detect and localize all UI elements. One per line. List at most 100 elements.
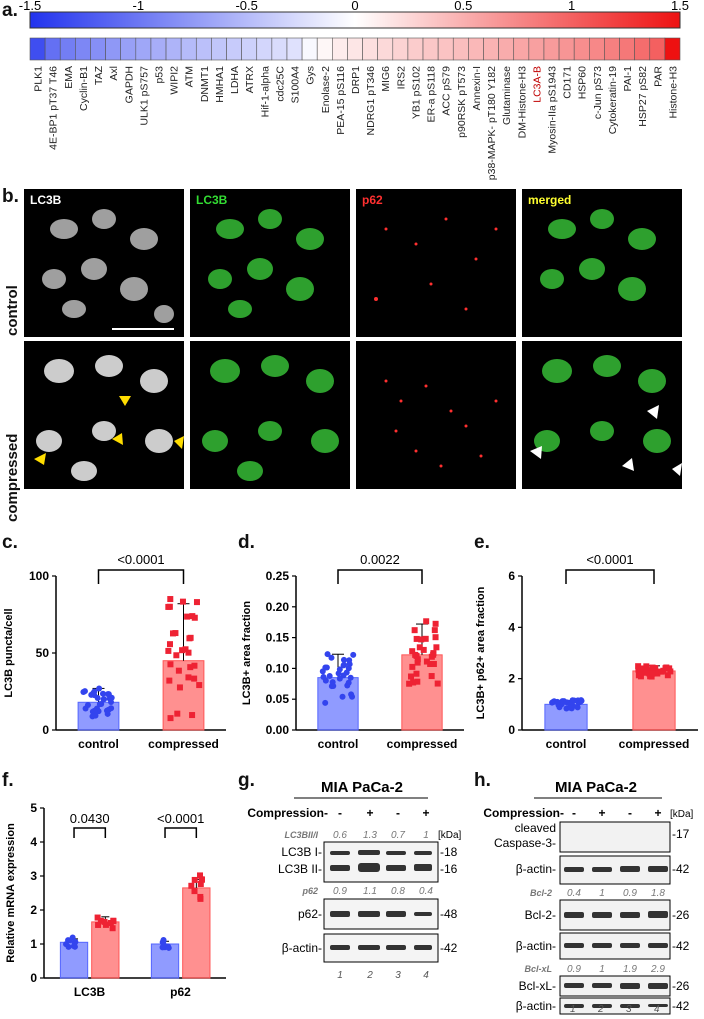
bar bbox=[401, 654, 443, 731]
heatmap-protein-label: DNMT1 bbox=[199, 66, 211, 102]
lane-number: 1 bbox=[337, 970, 343, 981]
heatmap-protein-label: HSP60 bbox=[577, 66, 589, 99]
x-tick-label: control bbox=[546, 737, 587, 751]
cells-image bbox=[208, 209, 324, 318]
compression-label: Compression- bbox=[247, 806, 328, 820]
panel-label-c: c. bbox=[2, 532, 18, 553]
heatmap-cell bbox=[286, 37, 303, 61]
heatmap-protein-label: 4E-BP1 pT37 T46 bbox=[48, 66, 60, 150]
data-point bbox=[416, 644, 423, 651]
data-point bbox=[350, 651, 357, 658]
heatmap-protein-label: MIG6 bbox=[380, 66, 392, 92]
ratio-value: 0.7 bbox=[391, 830, 405, 841]
data-point bbox=[94, 914, 101, 921]
data-point bbox=[105, 691, 112, 698]
heatmap-protein-label: Annexin-I bbox=[471, 66, 483, 110]
ratio-value: 2.9 bbox=[650, 964, 665, 975]
heatmap-protein-label: LC3A-B bbox=[531, 66, 543, 103]
heatmap-cell bbox=[528, 37, 545, 61]
panel-label-h: h. bbox=[474, 770, 491, 791]
data-point bbox=[66, 937, 73, 944]
data-point bbox=[191, 675, 198, 682]
x-tick-label: control bbox=[78, 737, 119, 751]
micrograph-control-lc3b-gray: LC3B bbox=[24, 189, 184, 337]
kda-value: -42 bbox=[440, 941, 458, 955]
heatmap-cell bbox=[226, 37, 242, 61]
data-point bbox=[84, 702, 91, 709]
data-point bbox=[167, 661, 174, 668]
data-point bbox=[431, 627, 438, 634]
p-value: <0.0001 bbox=[117, 552, 164, 567]
blot-title: MIA PaCa-2 bbox=[555, 779, 637, 796]
data-point bbox=[343, 669, 350, 676]
heatmap-protein-label: ER-a pS118 bbox=[426, 66, 438, 123]
heatmap-protein-label: PEA-15 pS116 bbox=[335, 66, 347, 135]
micrograph-control-merged: merged bbox=[522, 189, 682, 337]
heatmap-protein-label: c-Jun pS73 bbox=[592, 66, 604, 119]
data-point bbox=[428, 673, 435, 680]
heatmap-protein-label: Glutaminase bbox=[501, 66, 513, 125]
band-label: Caspase-3- bbox=[494, 836, 556, 850]
data-point bbox=[193, 599, 200, 606]
chart-e: 0 2 4 6 LC3B+ p62+ area fraction control compr… bbox=[475, 552, 698, 751]
heatmap-cell bbox=[619, 37, 635, 61]
heatmap-protein-label: cdc25C bbox=[274, 66, 286, 102]
cells-image bbox=[540, 209, 656, 301]
heatmap-cell bbox=[301, 37, 318, 61]
heatmap-cell bbox=[589, 37, 605, 61]
data-point bbox=[160, 941, 167, 948]
compression-label: Compression- bbox=[483, 806, 564, 820]
y-axis-label: Relative mRNA expression bbox=[5, 823, 17, 963]
heatmap-protein-label: HSP27 pS82 bbox=[637, 66, 649, 127]
data-point bbox=[184, 613, 191, 620]
y-tick-label: 5 bbox=[30, 801, 37, 815]
data-point bbox=[556, 704, 563, 711]
ratio-value: 0.9 bbox=[623, 888, 637, 899]
heatmap-cell bbox=[437, 37, 454, 61]
data-point bbox=[411, 627, 418, 634]
heatmap-cell bbox=[211, 37, 227, 61]
bar bbox=[162, 660, 205, 731]
data-point bbox=[96, 701, 103, 708]
micrograph-control-p62: p62 bbox=[356, 189, 516, 337]
kda-value: -17 bbox=[672, 827, 690, 841]
lane-number: 3 bbox=[626, 1004, 632, 1015]
data-point bbox=[418, 636, 425, 643]
colorbar-tick: -1.5 bbox=[19, 0, 41, 13]
y-tick-label: 50 bbox=[36, 646, 50, 660]
x-tick-label: compressed bbox=[387, 737, 458, 751]
heatmap-cell bbox=[452, 37, 469, 61]
data-point bbox=[176, 684, 183, 691]
heatmap-protein-label: Cytokeratin-19 bbox=[607, 66, 619, 134]
micrograph-control-lc3b-green: LC3B bbox=[190, 189, 350, 337]
data-point bbox=[166, 677, 173, 684]
y-axis-label: LC3B puncta/cell bbox=[3, 608, 15, 697]
blot-bclxl bbox=[559, 975, 671, 997]
data-point bbox=[88, 691, 95, 698]
data-point bbox=[92, 712, 99, 719]
data-point bbox=[413, 635, 420, 642]
x-tick-label: control bbox=[318, 737, 359, 751]
data-point bbox=[434, 680, 441, 687]
data-point bbox=[409, 663, 416, 670]
data-point bbox=[642, 669, 649, 676]
heatmap-protein-label: ULK1 pS757 bbox=[138, 66, 150, 126]
panel-label-d: d. bbox=[238, 532, 255, 553]
blot-caspase bbox=[559, 821, 671, 853]
heatmap-protein-label: NDRG1 pT346 bbox=[365, 66, 377, 136]
data-point bbox=[108, 699, 115, 706]
lane-sign: + bbox=[654, 806, 661, 820]
y-tick-label: 0.05 bbox=[266, 692, 290, 706]
data-point bbox=[578, 697, 585, 704]
data-point bbox=[420, 646, 427, 653]
heatmap-protein-label: p53 bbox=[153, 66, 165, 84]
y-tick-label: 4 bbox=[508, 620, 515, 634]
lane-number: 4 bbox=[654, 1004, 660, 1015]
heatmap-cell bbox=[573, 37, 590, 61]
heatmap-cell bbox=[75, 37, 91, 61]
y-tick-label: 2 bbox=[508, 672, 515, 686]
heatmap-cell bbox=[604, 37, 620, 61]
lane-number: 4 bbox=[423, 970, 429, 981]
heatmap-protein-label: HMHA1 bbox=[214, 66, 226, 103]
heatmap-cell bbox=[498, 37, 515, 61]
